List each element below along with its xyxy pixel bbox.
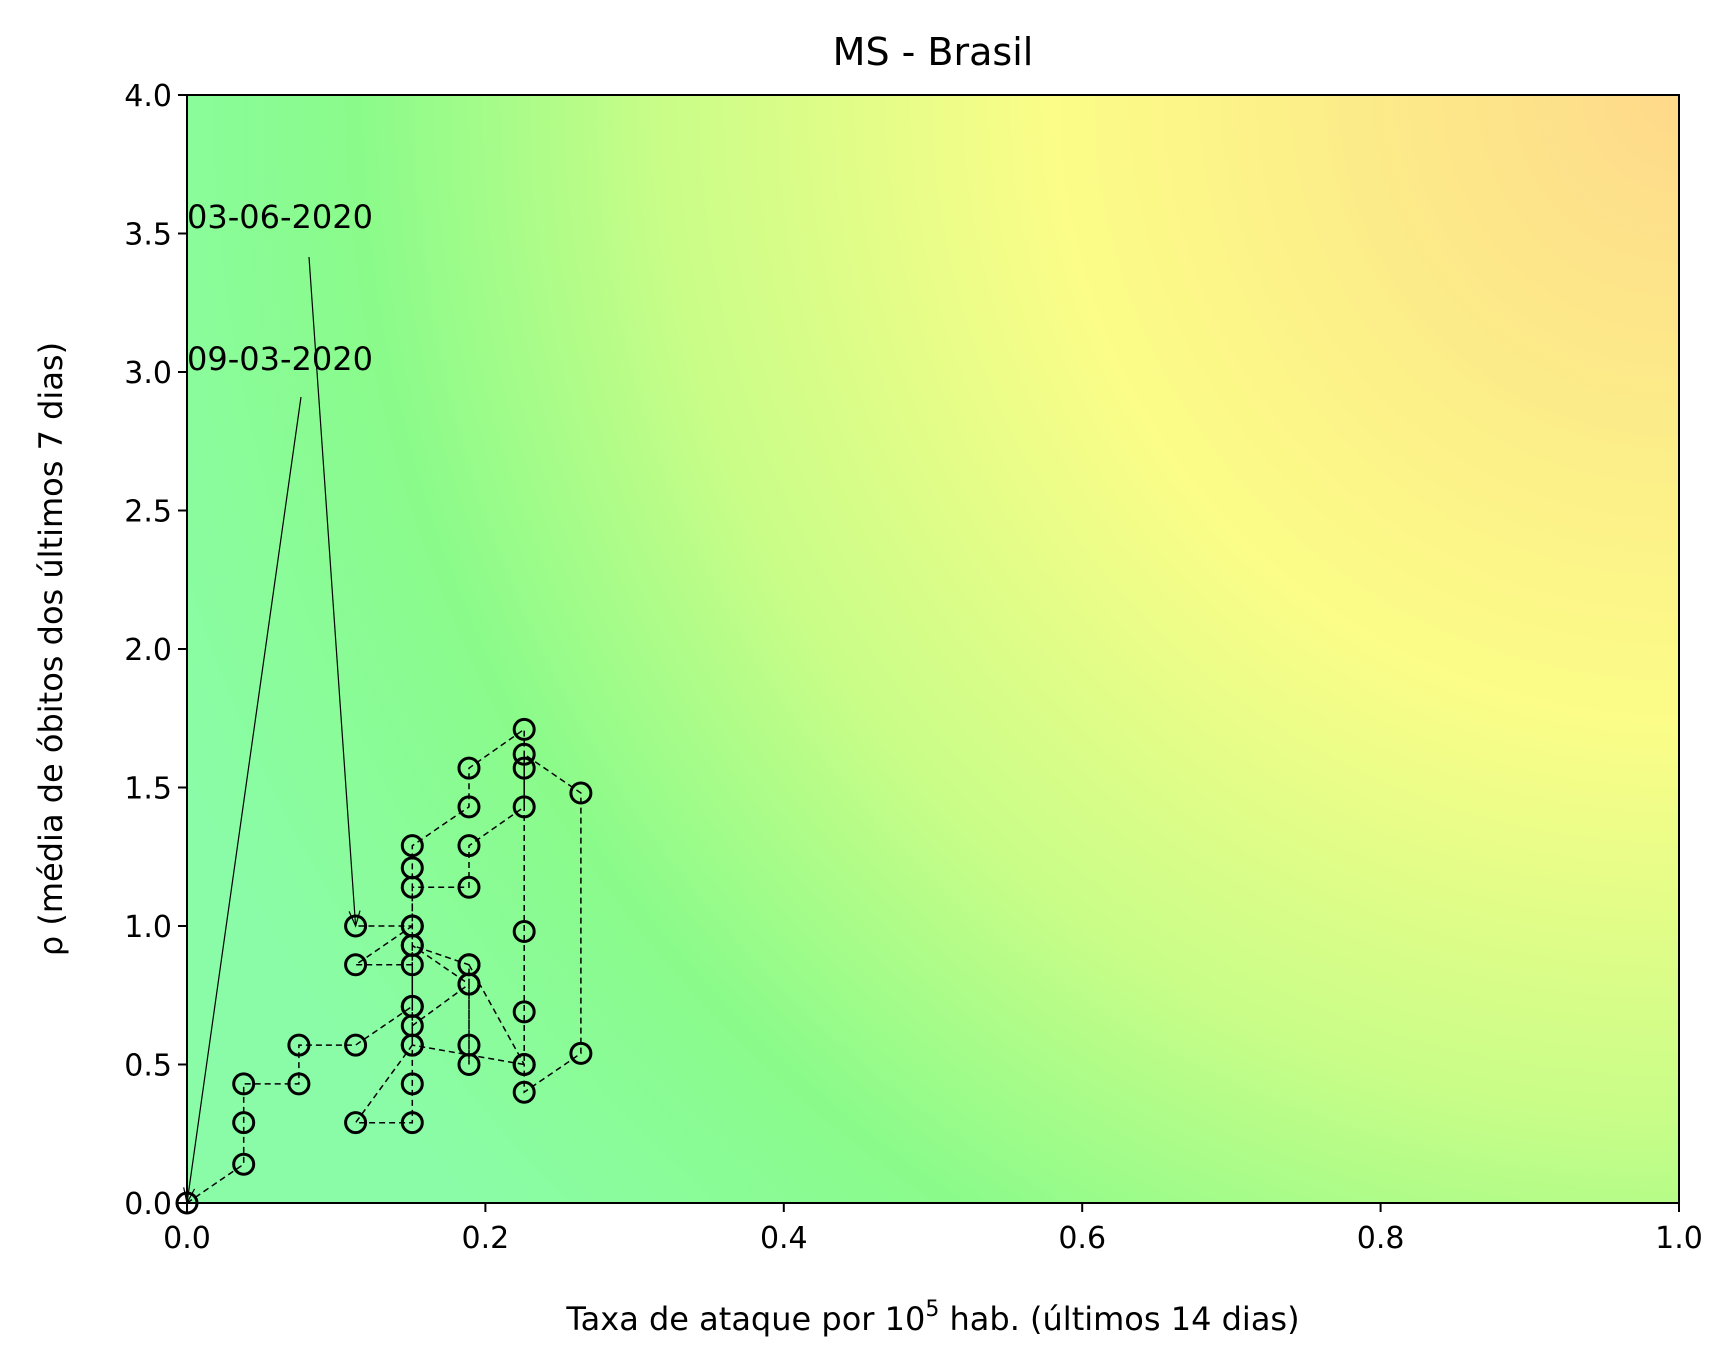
axis-ticks: 0.0 0.2 0.4 0.6 0.8 1.0 0.0 0.5 1.0 1.5 2.0 2.5 3.0 3… [124, 79, 1703, 1256]
y-tick-label: 0.0 [124, 1187, 172, 1222]
data-point [457, 953, 481, 977]
x-axis-label-suffix: hab. (últimos 14 dias) [939, 1300, 1299, 1338]
data-point [512, 1080, 536, 1104]
y-tick-label: 0.5 [124, 1049, 172, 1084]
data-point [400, 856, 424, 880]
plot-background [187, 95, 1679, 1203]
x-axis-label: Taxa de ataque por 105 hab. (últimos 14 … [565, 1297, 1299, 1338]
data-point [232, 1072, 256, 1096]
series-line [186, 727, 582, 1204]
data-point [232, 1152, 256, 1176]
data-point [400, 914, 424, 938]
annotation-arrow [186, 396, 302, 1204]
y-axis-label: ρ (média de óbitos dos últimos 7 dias) [32, 342, 70, 956]
data-point [512, 795, 536, 819]
data-point [344, 1111, 368, 1135]
annotation-arrowhead [348, 910, 361, 928]
annotation-layer: 09-03-2020 03-06-2020 [183, 198, 373, 1205]
x-tick-label: 1.0 [1655, 1221, 1703, 1256]
data-point [569, 1041, 593, 1065]
x-tick-label: 0.0 [163, 1221, 211, 1256]
x-tick-label: 0.4 [760, 1221, 808, 1256]
data-point [569, 781, 593, 805]
y-tick-label: 2.0 [124, 633, 172, 668]
data-point [512, 756, 536, 780]
annotation-arrow [308, 256, 357, 927]
data-point [457, 756, 481, 780]
x-axis-label-prefix: Taxa de ataque por 10 [565, 1300, 925, 1338]
x-tick-label: 0.6 [1058, 1221, 1106, 1256]
y-tick-label: 1.0 [124, 910, 172, 945]
data-point [400, 1033, 424, 1057]
data-point [287, 1072, 311, 1096]
data-point [344, 914, 368, 938]
y-tick-label: 3.0 [124, 356, 172, 391]
plot-frame [186, 94, 1680, 1204]
data-point [344, 1033, 368, 1057]
data-point [512, 717, 536, 741]
annotation-label: 09-03-2020 [187, 340, 373, 378]
series-layer [175, 717, 593, 1215]
chart-title: MS - Brasil [833, 30, 1034, 74]
data-point [232, 1111, 256, 1135]
data-point [512, 742, 536, 766]
data-point [457, 875, 481, 899]
data-point [344, 953, 368, 977]
data-point [400, 1111, 424, 1135]
y-tick-label: 4.0 [124, 79, 172, 114]
data-point [287, 1033, 311, 1057]
x-tick-label: 0.2 [462, 1221, 510, 1256]
data-point [512, 920, 536, 944]
data-point [512, 1053, 536, 1076]
data-point [457, 834, 481, 858]
y-tick-label: 3.5 [124, 218, 172, 253]
data-point [400, 1072, 424, 1096]
data-point [400, 834, 424, 858]
y-tick-label: 1.5 [124, 772, 172, 807]
data-point [457, 795, 481, 819]
annotation-label: 03-06-2020 [187, 198, 373, 236]
data-point [457, 1053, 481, 1076]
x-axis-label-superscript: 5 [925, 1297, 939, 1322]
data-point [400, 994, 424, 1018]
data-point [512, 1000, 536, 1024]
x-tick-label: 0.8 [1357, 1221, 1405, 1256]
y-tick-label: 2.5 [124, 495, 172, 530]
